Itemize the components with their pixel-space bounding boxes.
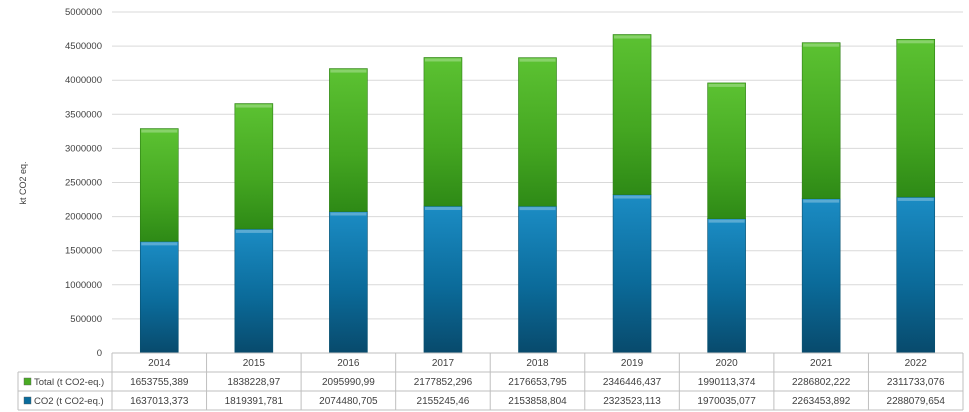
y-tick-label: 3500000 <box>65 109 102 120</box>
data-table-cell: 2074480,705 <box>319 396 378 407</box>
bar-highlight <box>424 207 461 211</box>
bar-highlight <box>803 199 840 203</box>
data-table-cell: 1653755,389 <box>130 377 189 388</box>
bar-highlight <box>424 58 461 62</box>
data-table-cell: 2323523,113 <box>603 396 661 407</box>
legend-entry: CO2 (t CO2-eq.) <box>34 396 104 407</box>
bar-highlight <box>897 197 934 201</box>
bar-segment-total <box>423 57 463 207</box>
x-category-label: 2019 <box>621 358 644 369</box>
data-table-cell: 2286802,222 <box>792 377 851 388</box>
data-table-cell: 2153858,804 <box>508 396 567 407</box>
bar-highlight <box>708 219 745 223</box>
bar-segment-co2 <box>139 241 179 354</box>
bar-segment-co2 <box>234 228 274 354</box>
bars <box>139 34 936 354</box>
bar-segment-total <box>896 38 936 198</box>
bar-highlight <box>141 129 178 133</box>
data-table: 2014 2015 2016 2017 2018 2019 2020 2021 2022 Tota… <box>17 352 964 411</box>
bar-highlight <box>141 242 178 246</box>
bar-highlight <box>519 58 556 62</box>
bar-highlight <box>614 195 651 199</box>
y-tick-label: 4000000 <box>65 75 102 86</box>
bar-segment-total <box>707 82 746 219</box>
bar-segment-total <box>801 42 841 199</box>
y-tick-label: 2500000 <box>65 178 102 189</box>
y-tick-label: 2000000 <box>65 212 102 223</box>
bar-highlight <box>330 212 367 216</box>
data-table-cell: 1838228,97 <box>227 377 280 388</box>
bar-segment-total <box>234 103 274 230</box>
data-table-cell: 2346446,437 <box>603 377 662 388</box>
legend-swatch <box>23 396 32 405</box>
data-table-cell: 2176653,795 <box>508 377 567 388</box>
x-category-label: 2016 <box>337 358 360 369</box>
data-table-cell: 1637013,373 <box>130 396 189 407</box>
x-category-label: 2017 <box>432 358 455 369</box>
data-table-cell: 1819391,781 <box>225 396 284 407</box>
y-tick-label: 500000 <box>70 314 102 325</box>
data-table-cell: 2177852,296 <box>414 377 473 388</box>
data-table-cell: 2288079,654 <box>887 396 946 407</box>
bar-segment-co2 <box>707 218 746 354</box>
bar-segment-total <box>329 68 368 212</box>
data-table-cell: 2155245,46 <box>417 396 470 407</box>
bar-highlight <box>330 69 367 73</box>
bar-highlight <box>803 43 840 47</box>
x-category-label: 2015 <box>243 358 266 369</box>
bar-highlight <box>235 104 272 108</box>
bar-segment-total <box>518 57 557 207</box>
legend-swatch <box>23 377 32 386</box>
bar-highlight <box>235 229 272 233</box>
bar-segment-co2 <box>612 194 652 354</box>
legend-entry: Total (t CO2-eq.) <box>34 377 104 388</box>
y-tick-label: 1000000 <box>65 280 102 291</box>
bar-highlight <box>519 207 556 211</box>
y-axis-title: kt CO2 eq. <box>18 161 28 204</box>
y-axis-tick-labels: 0 500000 1000000 1500000 2000000 2500000 30000… <box>65 7 102 359</box>
x-category-label: 2020 <box>715 358 738 369</box>
data-table-cell: 1990113,374 <box>698 377 756 388</box>
x-category-label: 2021 <box>810 358 833 369</box>
bar-segment-co2 <box>329 211 368 354</box>
bar-segment-co2 <box>518 205 557 354</box>
bar-segment-co2 <box>801 198 841 354</box>
data-table-cell: 2311733,076 <box>887 377 945 388</box>
x-category-label: 2018 <box>526 358 549 369</box>
bar-highlight <box>708 83 745 87</box>
bar-segment-total <box>612 34 652 195</box>
y-tick-label: 3000000 <box>65 143 102 154</box>
bar-highlight <box>897 40 934 44</box>
y-tick-label: 4500000 <box>65 41 102 52</box>
y-tick-label: 0 <box>97 348 102 359</box>
bar-segment-total <box>139 128 179 242</box>
bar-highlight <box>614 35 651 39</box>
bar-segment-co2 <box>896 196 936 354</box>
y-tick-label: 1500000 <box>65 246 102 257</box>
data-table-cell: 2095990,99 <box>322 377 375 388</box>
x-category-label: 2014 <box>148 358 171 369</box>
x-category-label: 2022 <box>905 358 928 369</box>
bar-segment-co2 <box>423 205 463 354</box>
data-table-cell: 1970035,077 <box>697 396 756 407</box>
data-table-cell: 2263453,892 <box>792 396 851 407</box>
y-tick-label: 5000000 <box>65 7 102 18</box>
